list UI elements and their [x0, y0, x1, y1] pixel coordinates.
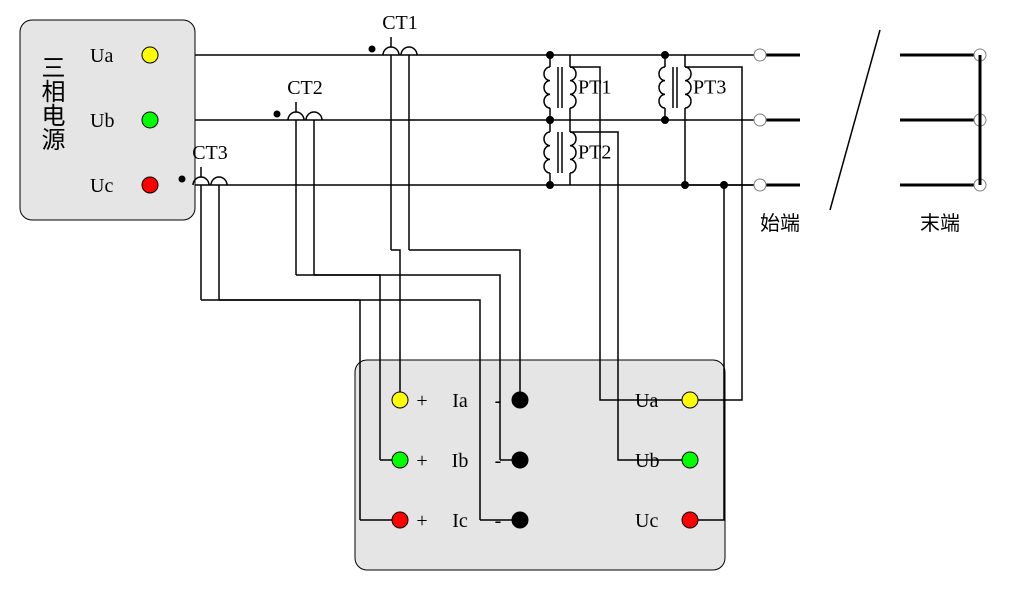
meter-U-a — [682, 392, 698, 408]
ct-polarity-dot — [179, 176, 185, 182]
pt-tap-top — [547, 52, 554, 59]
pt-label: PT1 — [578, 77, 611, 99]
meter-U-label-c: Uc — [635, 510, 658, 532]
meter-panel — [355, 360, 725, 570]
pt-PT3: PT3 — [659, 52, 742, 401]
phase-label-b: Ub — [90, 110, 114, 132]
ct-label: CT2 — [287, 77, 323, 99]
minus-c: - — [495, 510, 502, 532]
pt-label: PT2 — [578, 142, 611, 164]
start-terminal-b — [754, 114, 766, 126]
meter-Iminus-b — [512, 452, 528, 468]
plus-c: + — [416, 510, 427, 532]
uc-tap — [721, 182, 728, 189]
pt-label: PT3 — [693, 77, 726, 99]
pt-sec-lead — [685, 67, 742, 400]
pt-tap-bot — [662, 117, 669, 124]
start-terminal-a — [754, 49, 766, 61]
end-label: 末端 — [920, 212, 960, 235]
ct-polarity-dot — [369, 46, 375, 52]
ct-polarity-dot — [274, 111, 280, 117]
pt-tap-top — [662, 52, 669, 59]
plus-b: + — [416, 450, 427, 472]
plus-a: + — [416, 390, 427, 412]
source-label: 三相电源 — [37, 55, 65, 151]
ct-label: CT1 — [382, 12, 418, 34]
phase-label-a: Ua — [90, 45, 113, 67]
source-terminal-a — [142, 47, 158, 63]
meter-U-c — [682, 512, 698, 528]
pt-PT1: PT1 — [544, 52, 690, 401]
phase-label-c: Uc — [90, 175, 113, 197]
ct-label: CT3 — [192, 142, 228, 164]
meter-Iplus-b — [392, 452, 408, 468]
source-terminal-c — [142, 177, 158, 193]
meter-Iplus-c — [392, 512, 408, 528]
pt-tap-top — [547, 117, 554, 124]
meter-I-label-c: Ic — [452, 510, 468, 532]
minus-b: - — [495, 450, 502, 472]
minus-a: - — [495, 390, 502, 412]
start-label: 始端 — [760, 212, 800, 235]
pt-sec-lead — [570, 67, 690, 400]
meter-U-label-b: Ub — [635, 450, 659, 472]
meter-Iminus-a — [512, 392, 528, 408]
ct-sec-plus — [201, 300, 360, 520]
meter-I-label-a: Ia — [452, 390, 468, 412]
ct-CT1: CT1 — [369, 12, 520, 400]
meter-Iminus-c — [512, 512, 528, 528]
start-terminal-c — [754, 179, 766, 191]
source-terminal-b — [142, 112, 158, 128]
meter-I-label-b: Ib — [452, 450, 469, 472]
meter-U-label-a: Ua — [635, 390, 658, 412]
break-slash — [830, 30, 880, 210]
pt-tap-bot — [547, 182, 554, 189]
meter-U-b — [682, 452, 698, 468]
meter-Iplus-a — [392, 392, 408, 408]
